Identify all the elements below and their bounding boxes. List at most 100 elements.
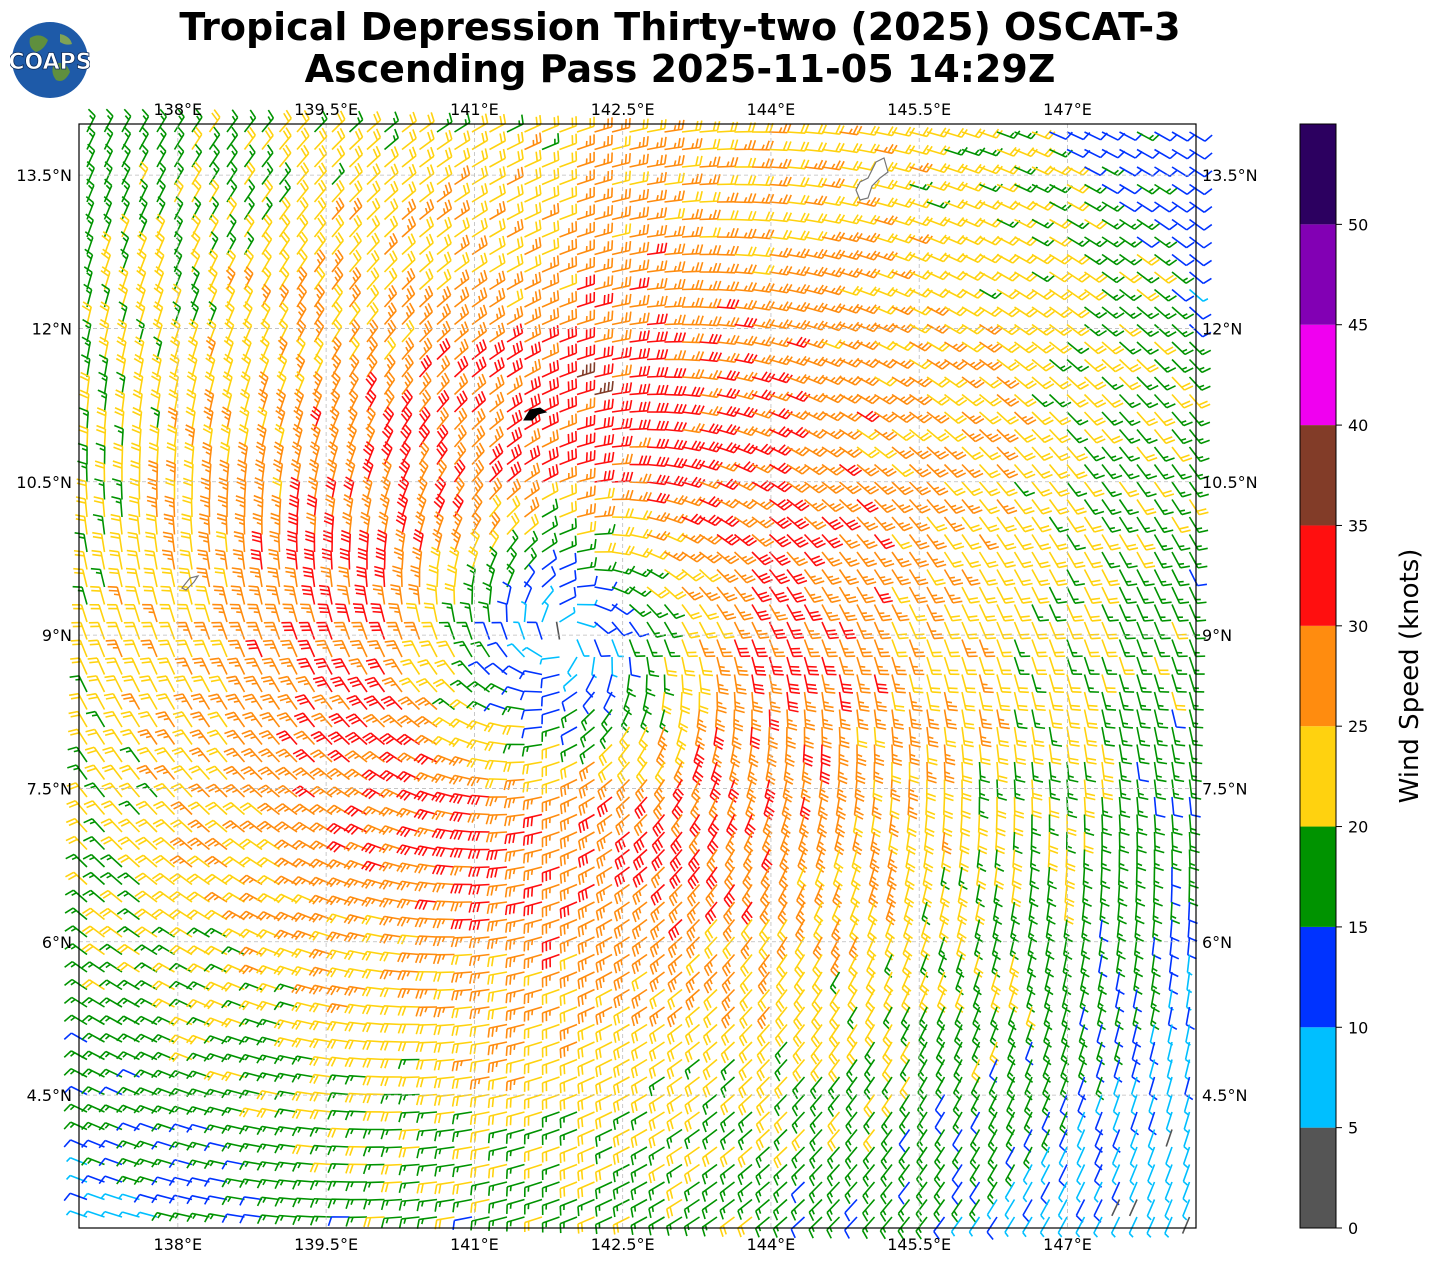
wind-barb — [1155, 185, 1178, 195]
wind-barb — [829, 1060, 840, 1082]
wind-barb — [1050, 710, 1063, 729]
wind-barb — [507, 410, 522, 429]
wind-barb — [332, 198, 344, 220]
wind-barb — [693, 762, 703, 785]
wind-barb — [717, 443, 740, 453]
wind-barb — [77, 479, 87, 499]
wind-barb — [472, 201, 487, 220]
wind-barb — [1120, 780, 1131, 800]
wind-barb — [506, 972, 524, 986]
wind-barb — [889, 832, 898, 854]
wind-barb — [487, 885, 507, 897]
wind-barb — [1067, 132, 1090, 140]
wind-barb — [1085, 150, 1108, 158]
wind-barb — [892, 640, 908, 657]
wind-barb — [1085, 272, 1107, 282]
wind-barb — [245, 110, 256, 132]
wind-barb — [770, 481, 793, 491]
wind-barb — [1098, 972, 1106, 994]
wind-barb — [1155, 832, 1165, 853]
wind-barb — [1137, 867, 1146, 888]
wind-barb — [578, 937, 594, 954]
wind-barb — [776, 972, 787, 994]
wind-barb — [332, 250, 343, 272]
wind-barb — [1155, 535, 1173, 551]
wind-barb — [239, 947, 262, 956]
wind-barb — [1187, 972, 1192, 992]
wind-barb — [1067, 605, 1084, 621]
wind-barb — [1155, 325, 1177, 337]
wind-barb — [1032, 130, 1055, 139]
wind-barb — [940, 902, 949, 925]
wind-barb — [1085, 447, 1105, 461]
wind-barb — [927, 657, 942, 674]
wind-barb — [721, 1077, 734, 1098]
wind-barb — [455, 425, 467, 447]
wind-barb — [1102, 290, 1124, 301]
wind-barb — [1085, 395, 1106, 408]
wind-barb — [700, 424, 722, 434]
wind-barb — [222, 929, 245, 937]
wind-barb — [1067, 640, 1083, 657]
wind-barb — [721, 1060, 734, 1081]
wind-barb — [1097, 1025, 1105, 1048]
wind-barb — [195, 605, 210, 622]
wind-barb — [315, 215, 326, 237]
wind-barb — [595, 152, 613, 167]
wind-barb — [363, 1005, 385, 1014]
wind-barb — [402, 129, 416, 149]
wind-barb — [577, 576, 597, 587]
wind-barb — [385, 355, 396, 377]
wind-barb — [665, 657, 678, 676]
wind-barb — [327, 950, 350, 959]
wind-barb — [175, 179, 184, 202]
wind-barb — [980, 657, 995, 674]
wind-barb — [437, 373, 449, 395]
wind-barb — [542, 850, 559, 865]
wind-barb — [190, 712, 209, 727]
wind-barb — [262, 127, 273, 149]
wind-barb — [310, 786, 332, 797]
wind-barb — [1067, 587, 1084, 603]
wind-barb — [1032, 710, 1045, 729]
wind-barb — [840, 500, 862, 512]
wind-barb — [350, 354, 359, 377]
wind-barb — [852, 850, 861, 873]
wind-barb — [137, 249, 146, 272]
wind-barb — [787, 675, 800, 694]
wind-barb — [330, 407, 339, 430]
wind-barb — [244, 267, 252, 290]
wind-barb — [452, 1060, 472, 1072]
wind-barb — [66, 837, 87, 850]
wind-barb — [1025, 1077, 1032, 1100]
wind-barb — [1137, 272, 1159, 283]
wind-barb — [997, 570, 1015, 586]
wind-barb — [992, 972, 1001, 995]
wind-barb — [822, 196, 844, 205]
wind-barb — [870, 867, 879, 890]
wind-barb — [1151, 1007, 1159, 1029]
wind-barb — [1190, 517, 1209, 532]
wind-barb — [927, 465, 948, 478]
wind-barb — [331, 659, 349, 675]
wind-barb — [1102, 132, 1125, 140]
wind-barb — [420, 165, 434, 185]
wind-barb — [296, 354, 305, 377]
wind-barb — [717, 499, 740, 507]
wind-barb — [747, 780, 756, 803]
wind-barb — [542, 308, 558, 325]
wind-barb — [211, 640, 227, 657]
wind-barb — [892, 216, 915, 225]
wind-barb — [420, 112, 435, 132]
wind-barb — [172, 748, 192, 762]
wind-barb — [258, 785, 280, 797]
wind-barb — [1010, 937, 1018, 960]
wind-barb — [665, 533, 688, 542]
wind-barb — [507, 1077, 525, 1091]
wind-barb — [261, 676, 279, 692]
wind-barb — [1187, 955, 1192, 975]
wind-barb — [682, 605, 702, 619]
wind-barb — [433, 937, 454, 946]
wind-barb — [381, 477, 390, 500]
wind-barb — [152, 1070, 175, 1077]
